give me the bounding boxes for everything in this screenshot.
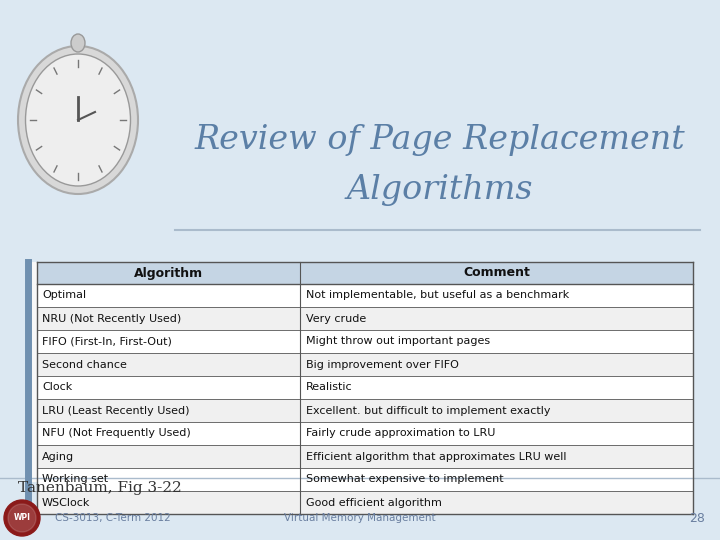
Text: Working set: Working set bbox=[42, 475, 108, 484]
Bar bbox=[37, 284, 693, 307]
Text: Realistic: Realistic bbox=[306, 382, 353, 393]
Text: Comment: Comment bbox=[463, 267, 530, 280]
Text: Fairly crude approximation to LRU: Fairly crude approximation to LRU bbox=[306, 429, 495, 438]
Text: Very crude: Very crude bbox=[306, 314, 366, 323]
Bar bbox=[37, 445, 693, 468]
Text: NFU (Not Frequently Used): NFU (Not Frequently Used) bbox=[42, 429, 191, 438]
Text: FIFO (First-In, First-Out): FIFO (First-In, First-Out) bbox=[42, 336, 172, 347]
Bar bbox=[37, 376, 693, 399]
Text: Algorithms: Algorithms bbox=[347, 174, 534, 206]
Text: Virtual Memory Management: Virtual Memory Management bbox=[284, 513, 436, 523]
Text: Somewhat expensive to implement: Somewhat expensive to implement bbox=[306, 475, 503, 484]
Bar bbox=[37, 307, 693, 330]
Circle shape bbox=[4, 500, 40, 536]
Bar bbox=[37, 330, 693, 353]
Circle shape bbox=[8, 504, 36, 532]
Text: Optimal: Optimal bbox=[42, 291, 86, 300]
Text: Excellent. but difficult to implement exactly: Excellent. but difficult to implement ex… bbox=[306, 406, 551, 415]
Bar bbox=[37, 491, 693, 514]
Bar bbox=[37, 353, 693, 376]
Text: CS-3013, C-Term 2012: CS-3013, C-Term 2012 bbox=[55, 513, 171, 523]
Text: WSClock: WSClock bbox=[42, 497, 91, 508]
Bar bbox=[37, 422, 693, 445]
Bar bbox=[37, 468, 693, 491]
Text: WPI: WPI bbox=[14, 514, 30, 523]
Text: Good efficient algorithm: Good efficient algorithm bbox=[306, 497, 442, 508]
Bar bbox=[37, 399, 693, 422]
Text: LRU (Least Recently Used): LRU (Least Recently Used) bbox=[42, 406, 189, 415]
Ellipse shape bbox=[18, 46, 138, 194]
Text: Might throw out important pages: Might throw out important pages bbox=[306, 336, 490, 347]
Text: Algorithm: Algorithm bbox=[134, 267, 203, 280]
Text: Aging: Aging bbox=[42, 451, 74, 462]
Text: NRU (Not Recently Used): NRU (Not Recently Used) bbox=[42, 314, 181, 323]
Ellipse shape bbox=[25, 54, 130, 186]
Text: 28: 28 bbox=[689, 511, 705, 524]
Bar bbox=[37, 262, 693, 284]
Text: Not implementable, but useful as a benchmark: Not implementable, but useful as a bench… bbox=[306, 291, 570, 300]
Text: Big improvement over FIFO: Big improvement over FIFO bbox=[306, 360, 459, 369]
Bar bbox=[30, 262, 690, 482]
Text: Efficient algorithm that approximates LRU well: Efficient algorithm that approximates LR… bbox=[306, 451, 567, 462]
Text: Review of Page Replacement: Review of Page Replacement bbox=[194, 124, 685, 156]
Text: Tanenbaum, Fig 3-22: Tanenbaum, Fig 3-22 bbox=[18, 481, 181, 495]
Ellipse shape bbox=[71, 34, 85, 52]
Text: Second chance: Second chance bbox=[42, 360, 127, 369]
Text: Clock: Clock bbox=[42, 382, 72, 393]
